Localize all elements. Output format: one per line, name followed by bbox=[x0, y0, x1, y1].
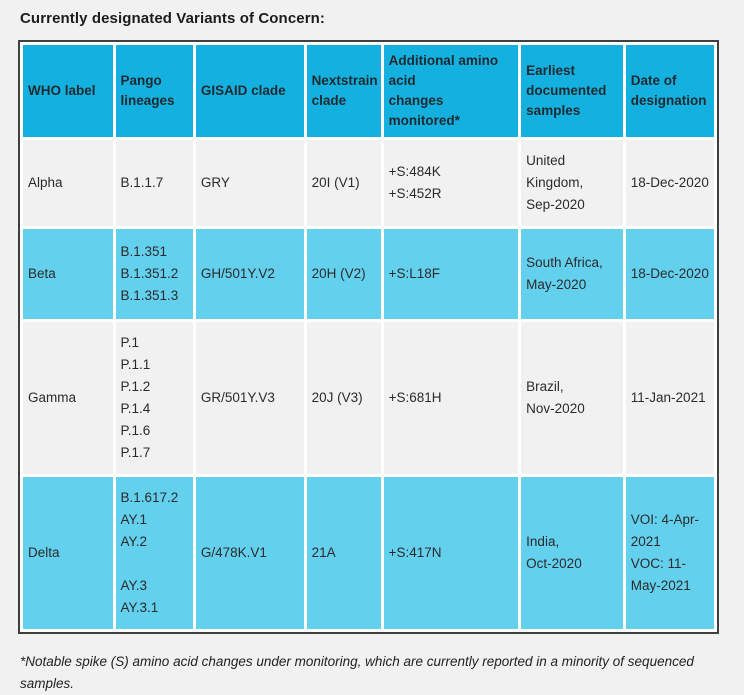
cell-who-label: Beta bbox=[23, 229, 113, 319]
cell-nextstrain-clade: 21A bbox=[306, 477, 381, 629]
column-header-additional-changes: Additional amino acid changes monitored* bbox=[383, 45, 519, 137]
cell-nextstrain-clade: 20H (V2) bbox=[306, 229, 381, 319]
cell-earliest-samples: United Kingdom, Sep-2020 bbox=[521, 140, 623, 226]
table-row-alpha: Alpha B.1.1.7 GRY 20I (V1) +S:484K +S:45… bbox=[23, 140, 714, 226]
cell-gisaid-clade: G/478K.V1 bbox=[195, 477, 304, 629]
cell-gisaid-clade: GR/501Y.V3 bbox=[195, 322, 304, 474]
cell-earliest-samples: Brazil, Nov-2020 bbox=[521, 322, 623, 474]
table-row-gamma: Gamma P.1 P.1.1 P.1.2 P.1.4 P.1.6 P.1.7 … bbox=[23, 322, 714, 474]
cell-nextstrain-clade: 20J (V3) bbox=[306, 322, 381, 474]
page-title: Currently designated Variants of Concern… bbox=[20, 10, 325, 27]
variants-of-concern-table: WHO label Pango lineages GISAID clade Ne… bbox=[18, 40, 719, 634]
column-header-pango-lineages: Pango lineages bbox=[115, 45, 193, 137]
table-row-delta: Delta B.1.617.2 AY.1 AY.2 AY.3 AY.3.1 G/… bbox=[23, 477, 714, 629]
cell-additional-changes: +S:681H bbox=[383, 322, 519, 474]
table-row-beta: Beta B.1.351 B.1.351.2 B.1.351.3 GH/501Y… bbox=[23, 229, 714, 319]
cell-pango-lineages: B.1.351 B.1.351.2 B.1.351.3 bbox=[115, 229, 193, 319]
footnote: *Notable spike (S) amino acid changes un… bbox=[20, 654, 694, 691]
cell-pango-lineages: B.1.1.7 bbox=[115, 140, 193, 226]
cell-nextstrain-clade: 20I (V1) bbox=[306, 140, 381, 226]
column-header-gisaid-clade: GISAID clade bbox=[195, 45, 304, 137]
column-header-who-label: WHO label bbox=[23, 45, 113, 137]
cell-earliest-samples: India, Oct-2020 bbox=[521, 477, 623, 629]
cell-additional-changes: +S:L18F bbox=[383, 229, 519, 319]
cell-additional-changes: +S:484K +S:452R bbox=[383, 140, 519, 226]
cell-additional-changes: +S:417N bbox=[383, 477, 519, 629]
cell-pango-lineages: P.1 P.1.1 P.1.2 P.1.4 P.1.6 P.1.7 bbox=[115, 322, 193, 474]
cell-who-label: Gamma bbox=[23, 322, 113, 474]
cell-who-label: Alpha bbox=[23, 140, 113, 226]
cell-designation-date: 18-Dec-2020 bbox=[625, 140, 714, 226]
cell-earliest-samples: South Africa, May-2020 bbox=[521, 229, 623, 319]
cell-who-label: Delta bbox=[23, 477, 113, 629]
cell-designation-date: VOI: 4-Apr-2021 VOC: 11-May-2021 bbox=[625, 477, 714, 629]
cell-pango-lineages: B.1.617.2 AY.1 AY.2 AY.3 AY.3.1 bbox=[115, 477, 193, 629]
column-header-earliest-samples: Earliest documented samples bbox=[521, 45, 623, 137]
cell-designation-date: 18-Dec-2020 bbox=[625, 229, 714, 319]
cell-designation-date: 11-Jan-2021 bbox=[625, 322, 714, 474]
cell-gisaid-clade: GRY bbox=[195, 140, 304, 226]
column-header-designation-date: Date of designation bbox=[625, 45, 714, 137]
column-header-nextstrain-clade: Nextstrain clade bbox=[306, 45, 381, 137]
table-header-row: WHO label Pango lineages GISAID clade Ne… bbox=[23, 45, 714, 137]
cell-gisaid-clade: GH/501Y.V2 bbox=[195, 229, 304, 319]
